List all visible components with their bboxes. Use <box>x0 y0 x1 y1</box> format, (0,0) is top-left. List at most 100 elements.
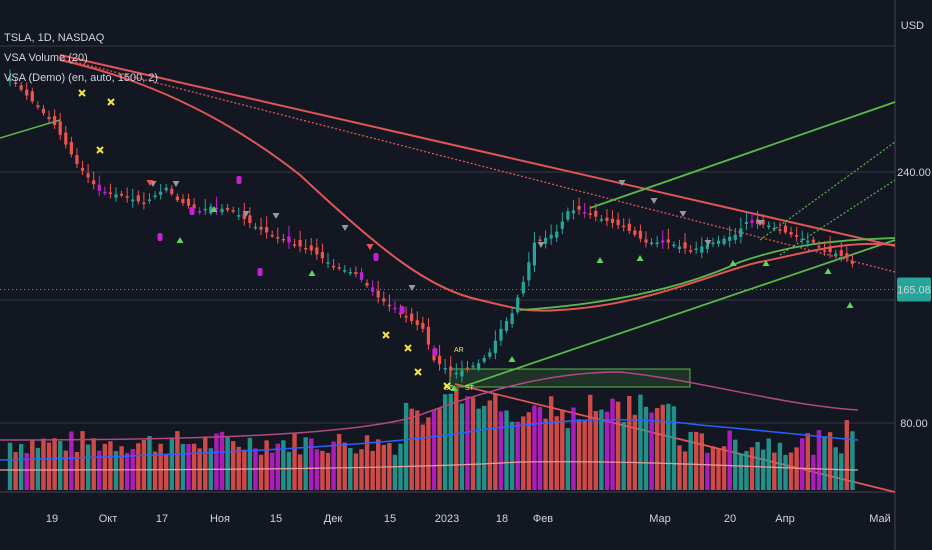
volume-bar <box>270 452 275 490</box>
volume-bar <box>833 447 838 490</box>
volume-bar <box>275 443 280 490</box>
candle-body <box>471 365 475 368</box>
volume-bar <box>141 439 147 490</box>
currency-label: USD <box>900 20 924 32</box>
legend-symbol[interactable]: TSLA, 1D, NASDAQ <box>4 32 105 44</box>
vsa-up-marker <box>508 356 516 362</box>
volume-bar <box>431 409 437 490</box>
legend-indicator-volume[interactable]: VSA Volume (20) <box>4 52 88 64</box>
candle-body <box>320 252 325 259</box>
channel-upper-line <box>589 101 896 209</box>
candle-body <box>839 250 843 256</box>
candle-body <box>638 230 643 239</box>
candle-body <box>103 191 107 194</box>
legend-indicator-vsa[interactable]: VSA (Demo) (en, auto, 1500, 2) <box>4 72 159 84</box>
candle-body <box>610 218 615 223</box>
vsa-cross-marker <box>107 98 115 106</box>
vsa-down-marker <box>679 211 687 217</box>
volume-bar <box>18 443 24 490</box>
candle-body <box>772 227 776 230</box>
candle-body <box>253 226 258 229</box>
candle-body <box>672 244 676 247</box>
volume-bar <box>839 453 844 490</box>
candle-body <box>281 238 285 241</box>
annotation-st: ST <box>465 385 475 392</box>
volume-bar <box>548 396 554 490</box>
volume-bar <box>85 444 91 490</box>
volume-bar <box>58 440 63 490</box>
volume-bar <box>755 441 760 490</box>
volume-band-upper <box>0 371 859 441</box>
vsa-magenta-marker <box>432 348 438 356</box>
vsa-markers: AR SC ST <box>78 89 854 392</box>
candle-body <box>783 225 788 233</box>
candle-body <box>270 234 274 237</box>
candle-body <box>767 225 771 228</box>
volume-bar <box>632 414 638 490</box>
volume-bar <box>532 405 537 490</box>
volume-bar <box>509 421 515 490</box>
vsa-up-marker <box>596 257 604 263</box>
candle-body <box>728 236 732 241</box>
vsa-magenta-marker <box>399 306 405 314</box>
candle-body <box>828 246 832 253</box>
candle-body <box>426 326 431 345</box>
volume-bar <box>694 431 699 490</box>
candle-body <box>622 225 626 228</box>
vsa-magenta-marker <box>257 268 263 276</box>
candle-body <box>834 253 838 257</box>
candle-body <box>326 262 330 264</box>
volume-bar <box>230 441 236 490</box>
x-tick-label: Май <box>869 513 891 525</box>
candle-body <box>477 363 481 369</box>
volume-bar <box>487 400 492 490</box>
candle-body <box>142 202 146 204</box>
x-tick-label: Дек <box>324 513 343 525</box>
vsa-down-marker <box>756 220 764 226</box>
volume-bar <box>482 405 487 490</box>
volume-bar <box>364 435 370 490</box>
chart-legend: TSLA, 1D, NASDAQ VSA Volume (20) VSA (De… <box>4 28 158 88</box>
x-tick-label: Ноя <box>210 513 230 525</box>
candle-body <box>376 290 380 298</box>
volume-bar <box>69 431 74 490</box>
volume-bar <box>537 407 543 490</box>
price-tag: 165.08 <box>897 285 931 297</box>
candle-body <box>806 240 810 243</box>
candle-body <box>543 237 548 244</box>
price-tag-bg <box>897 277 931 302</box>
candle-body <box>583 212 587 214</box>
candle-body <box>588 213 592 215</box>
volume-bar <box>710 446 716 490</box>
candle-body <box>521 281 525 294</box>
candle-body <box>359 272 364 280</box>
volume-bar <box>811 454 816 490</box>
volume-bar <box>348 448 353 490</box>
vsa-up-marker <box>729 260 737 266</box>
volume-band-lower <box>0 461 859 471</box>
candle-body <box>577 206 581 210</box>
candle-body <box>47 116 51 120</box>
vsa-up-marker <box>450 385 458 391</box>
candle-body <box>97 184 101 191</box>
volume-bar <box>325 452 331 490</box>
candle-body <box>214 207 219 210</box>
candle-body <box>75 154 79 165</box>
volume-bar <box>649 412 654 490</box>
candle-body <box>744 222 749 224</box>
volume-bar <box>136 443 141 490</box>
volume-bar <box>827 432 833 490</box>
candle-body <box>8 77 12 82</box>
volume-bar <box>615 401 621 490</box>
volume-bar <box>203 436 208 490</box>
candle-body <box>504 321 509 331</box>
moving-average-curve <box>59 59 896 312</box>
candle-body <box>125 196 129 198</box>
candle-body <box>410 313 414 322</box>
candle-body <box>817 246 821 248</box>
vsa-down-marker <box>537 242 545 248</box>
volume-bar <box>688 431 693 490</box>
candle-body <box>689 250 693 252</box>
candle-body <box>25 89 29 96</box>
